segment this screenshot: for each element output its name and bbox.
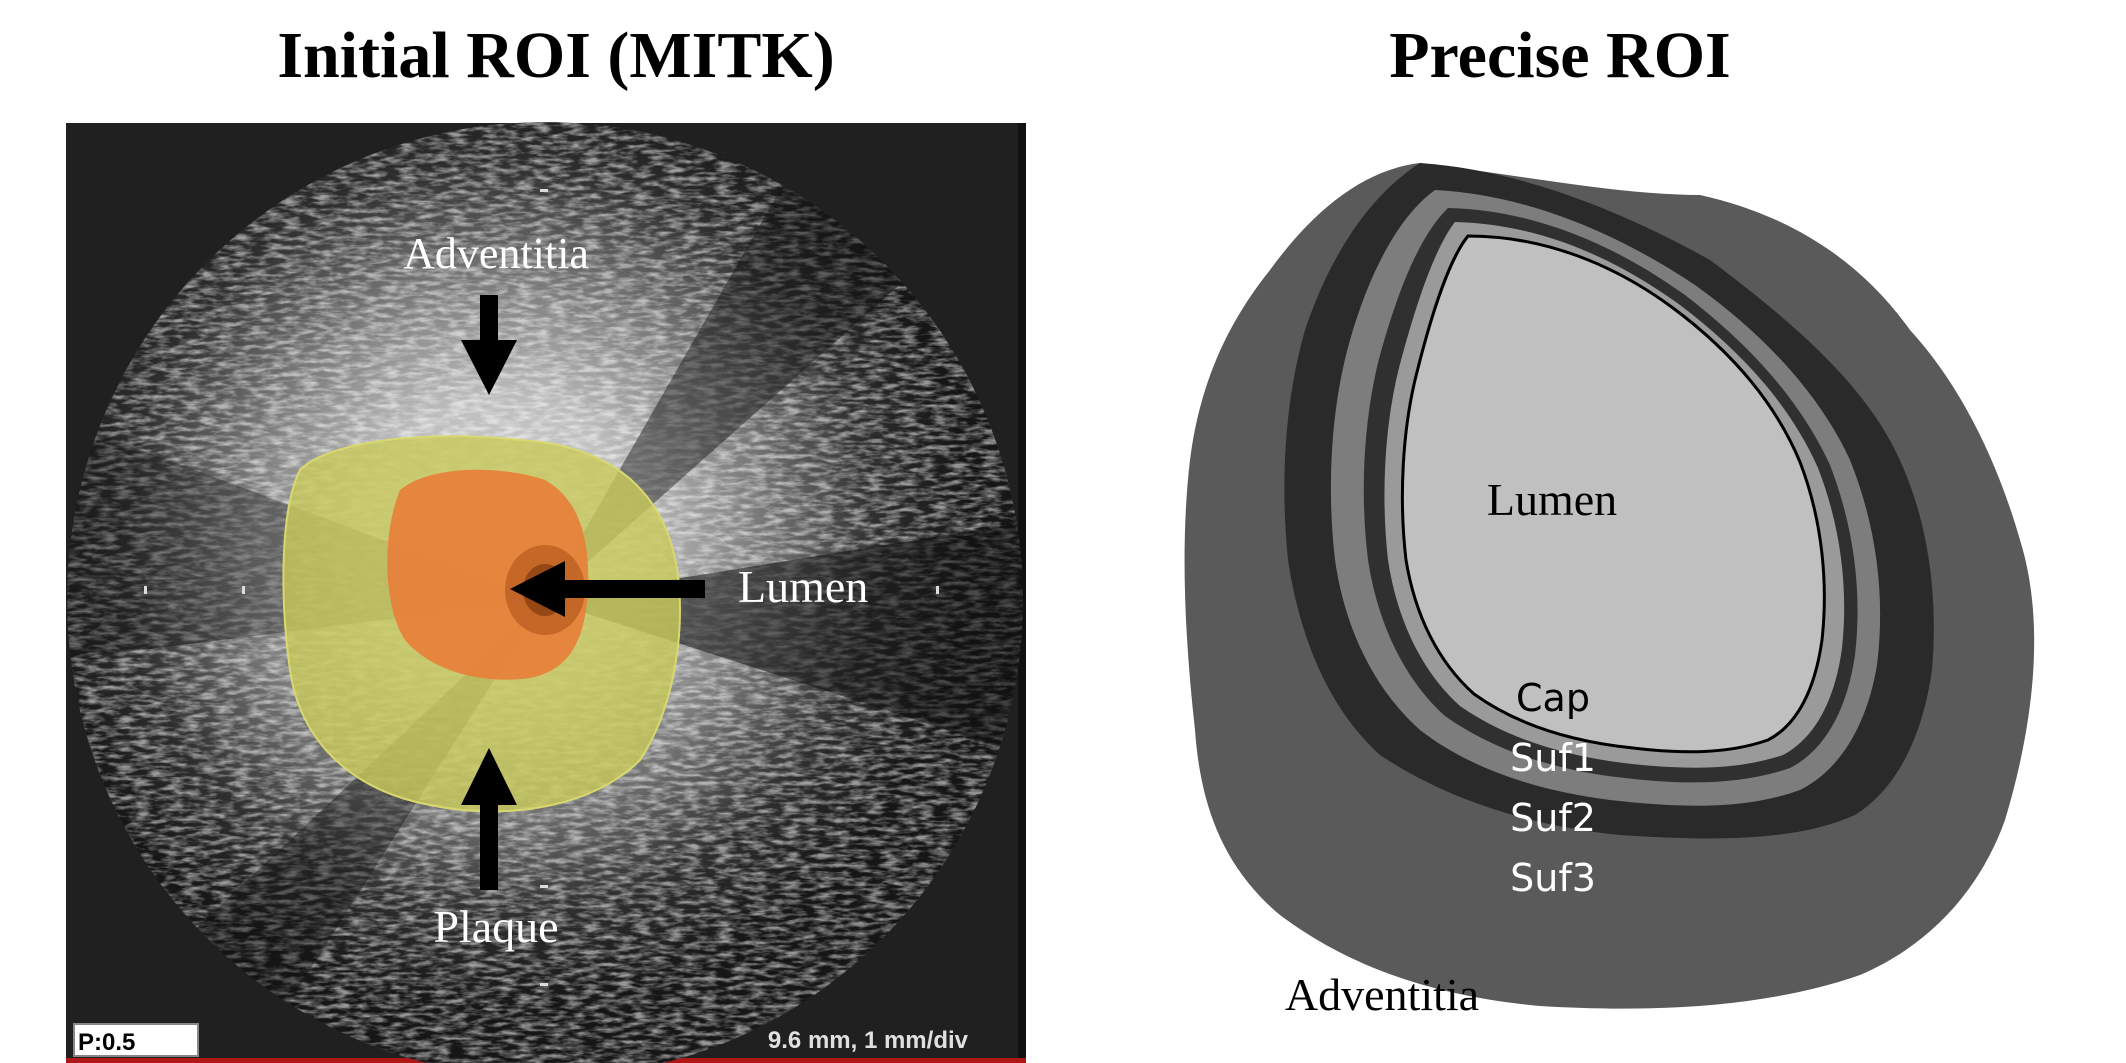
adventitia-arrow [461,295,517,395]
region-lumen [1400,234,1826,754]
scale-ticks [144,189,939,986]
precise-roi-title: Precise ROI [1389,19,1731,92]
roi-label-lumen: Lumen [1487,474,1617,525]
ivus-label-plaque: Plaque [433,901,558,952]
readout-p-value: P:0.5 [78,1029,135,1056]
roi-label-suf2: Suf2 [1510,796,1596,840]
roi-label-suf1: Suf1 [1510,736,1596,780]
roi-label-suf3: Suf3 [1510,856,1596,900]
readout-scale: 9.6 mm, 1 mm/div [768,1027,969,1054]
roi-label-adventitia: Adventitia [1285,969,1479,1020]
roi-label-cap: Cap [1516,676,1590,720]
ivus-label-lumen: Lumen [738,561,868,612]
precise-roi-diagram: Lumen Cap Suf1 Suf2 Suf3 Adventitia [1184,163,2035,1020]
initial-roi-title: Initial ROI (MITK) [277,19,835,92]
ivus-label-adventitia: Adventitia [403,229,589,278]
plaque-arrow [461,748,517,890]
lumen-arrow [510,561,705,617]
ivus-image: Adventitia Lumen Plaque P:0.5 9.6 mm, 1 … [66,122,1026,1063]
readout-box [73,1023,199,1057]
